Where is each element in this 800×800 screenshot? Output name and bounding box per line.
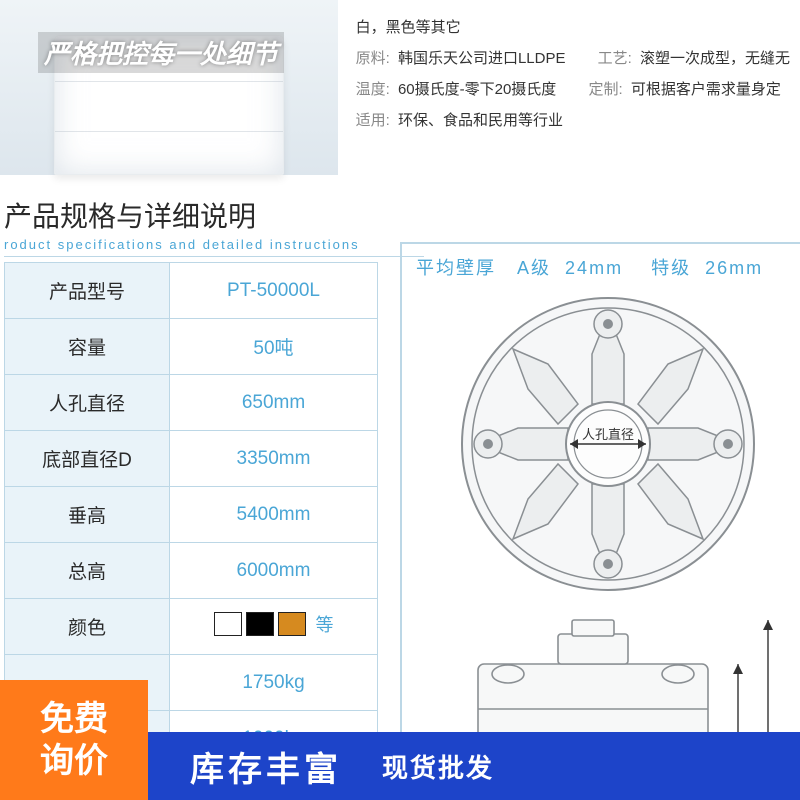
attr-material-process: 原料: 韩国乐天公司进口LLDPE 工艺: 滚塑一次成型，无缝无 (356, 47, 790, 68)
diagram-caption: 平均壁厚 A级 24mm 特级 26mm (416, 254, 800, 280)
spec-label: 垂高 (5, 487, 170, 543)
attr-value: 60摄氏度-零下20摄氏度 (398, 81, 556, 98)
attr-apply: 适用: 环保、食品和民用等行业 (356, 109, 790, 130)
spec-value: 650mm (170, 375, 378, 431)
grade-s-val: 26mm (705, 258, 763, 278)
diagram-area: 平均壁厚 A级 24mm 特级 26mm (400, 242, 800, 794)
spec-label: 容量 (5, 319, 170, 375)
cta-line2: 询价 (40, 740, 108, 783)
attributes-block: 白，黑色等其它 原料: 韩国乐天公司进口LLDPE 工艺: 滚塑一次成型，无缝无… (338, 0, 800, 175)
attr-value: 环保、食品和民用等行业 (398, 112, 563, 129)
section-title-cn: 产品规格与详细说明 (4, 195, 424, 235)
spec-value: 50吨 (170, 319, 378, 375)
spec-label: 产品型号 (5, 263, 170, 319)
top-row: 白，黑色等其它 原料: 韩国乐天公司进口LLDPE 工艺: 滚塑一次成型，无缝无… (0, 0, 800, 175)
table-row: 产品型号PT-50000L (5, 263, 378, 319)
caption-prefix: 平均壁厚 (416, 258, 496, 278)
spec-label: 人孔直径 (5, 375, 170, 431)
spec-value: 5400mm (170, 487, 378, 543)
spec-value: 1750kg (170, 655, 378, 711)
attr-value: 韩国乐天公司进口LLDPE (398, 50, 566, 67)
color-swatch (246, 612, 274, 636)
spec-label: 颜色 (5, 599, 170, 655)
attr-temp-custom: 温度: 60摄氏度-零下20摄氏度 定制: 可根据客户需求量身定 (356, 78, 790, 99)
footer-sub-text: 现货批发 (382, 748, 494, 785)
attr-value: 滚塑一次成型，无缝无 (640, 50, 790, 67)
grade-a-val: 24mm (565, 258, 623, 278)
color-swatch (214, 612, 242, 636)
section-title: 产品规格与详细说明 roduct specifications and deta… (4, 195, 424, 257)
attr-key: 原料: (356, 50, 390, 67)
section-title-en: roduct specifications and detailed instr… (4, 237, 424, 257)
spec-value: 等 (170, 599, 378, 655)
table-row: 容量50吨 (5, 319, 378, 375)
free-inquiry-cta[interactable]: 免费 询价 (0, 680, 148, 800)
table-row: 人孔直径650mm (5, 375, 378, 431)
footer-main-text: 库存丰富 (190, 742, 342, 791)
spec-label: 总高 (5, 543, 170, 599)
cta-line1: 免费 (40, 698, 108, 741)
colors-etc: 等 (316, 611, 334, 637)
table-row: 总高6000mm (5, 543, 378, 599)
color-swatch (278, 612, 306, 636)
table-row: 颜色 等 (5, 599, 378, 655)
attr-color-other: 白，黑色等其它 (356, 16, 790, 37)
table-row: 底部直径D3350mm (5, 431, 378, 487)
tank-top-view-diagram: 人孔直径 (458, 294, 758, 594)
table-row: 垂高5400mm (5, 487, 378, 543)
grade-s-label: 特级 (651, 258, 691, 278)
attr-key: 温度: (356, 81, 390, 98)
spec-label: 底部直径D (5, 431, 170, 487)
manhole-label: 人孔直径 (582, 427, 634, 442)
attr-key: 适用: (356, 112, 390, 129)
product-photo (0, 0, 338, 175)
attr-value: 可根据客户需求量身定 (631, 81, 781, 98)
attr-key: 定制: (588, 81, 622, 98)
attr-value: 白，黑色等其它 (356, 19, 461, 36)
spec-value: 3350mm (170, 431, 378, 487)
spec-value: PT-50000L (170, 263, 378, 319)
quality-tagline: 严格把控每一处细节 (38, 32, 284, 73)
spec-value: 6000mm (170, 543, 378, 599)
grade-a-label: A级 (517, 258, 551, 278)
attr-key: 工艺: (598, 50, 632, 67)
